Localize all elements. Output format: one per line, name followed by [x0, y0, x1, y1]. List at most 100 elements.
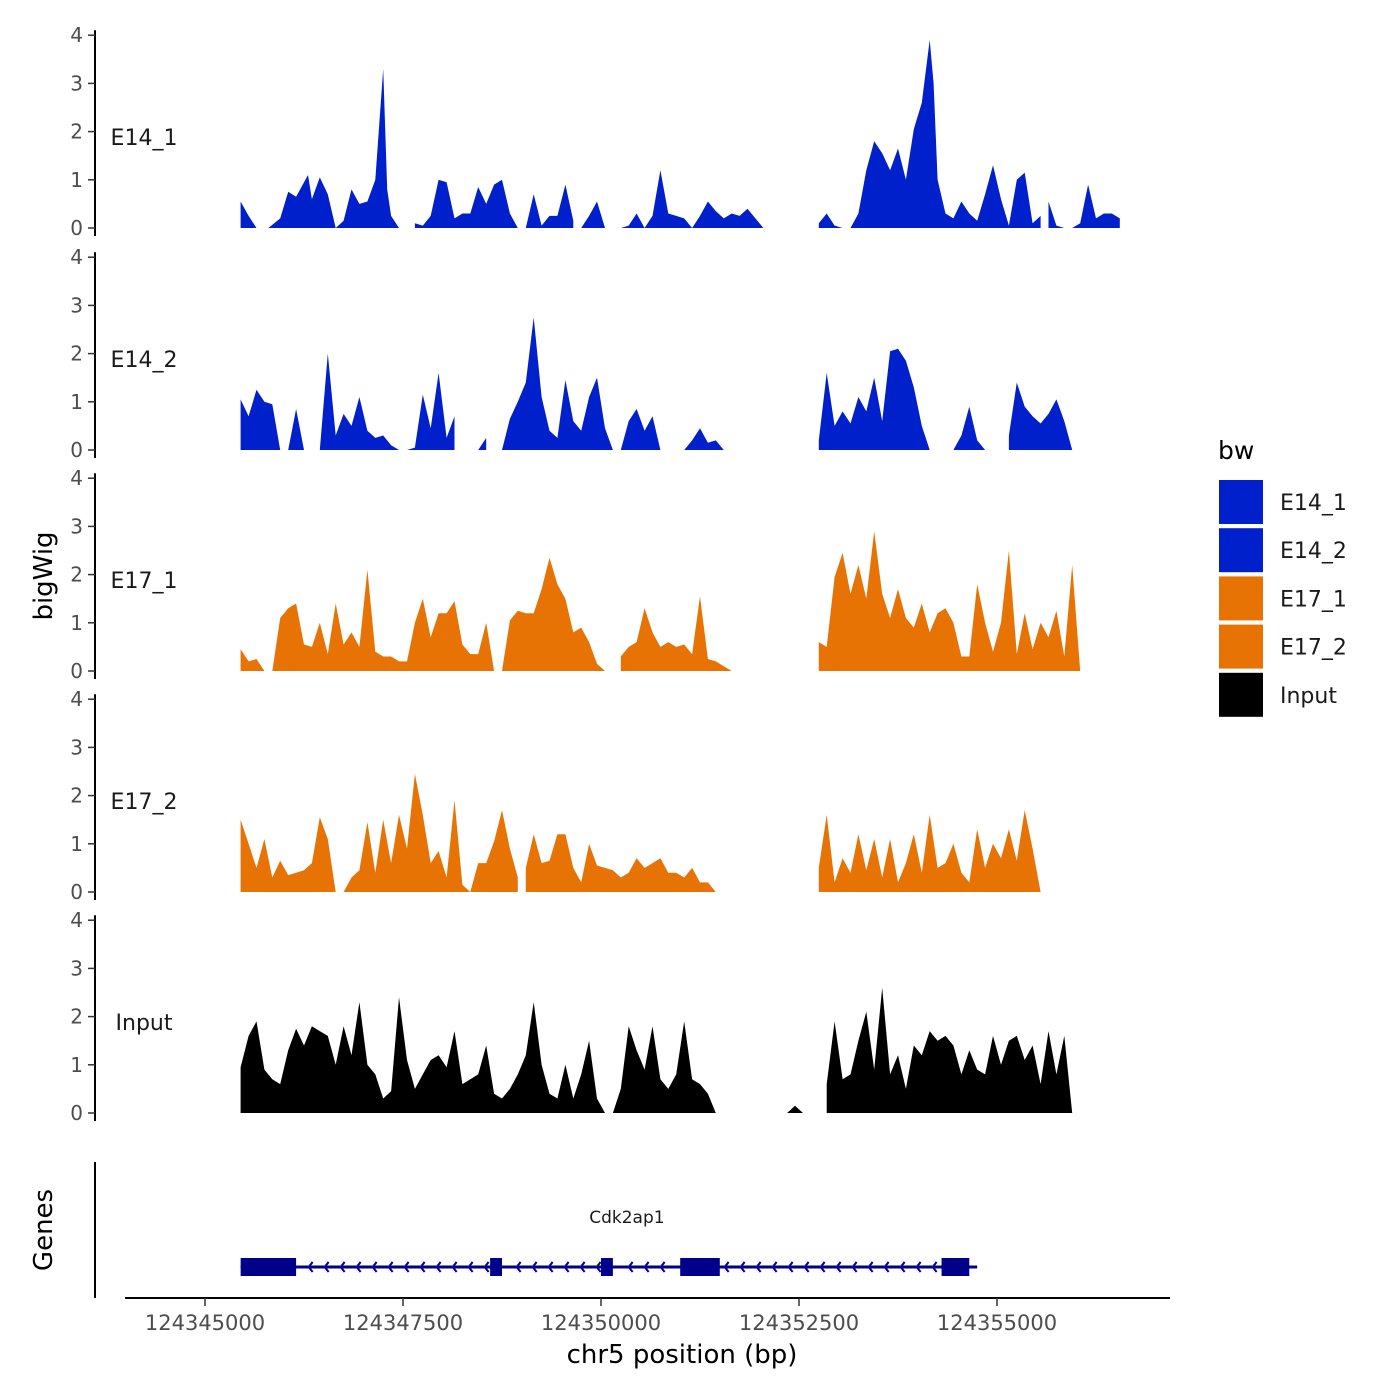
y-tick-label-E17_2-3: 3 [70, 735, 83, 759]
strand-chevron-0 [307, 1261, 314, 1273]
strand-chevron-23 [755, 1261, 762, 1273]
coverage-area-E14_1-5 [850, 40, 1041, 228]
y-tick-label-E14_2-0: 0 [70, 438, 83, 462]
coverage-area-E14_2-1 [288, 409, 304, 450]
coverage-area-E14_2-5 [620, 409, 677, 450]
y-tick-label-E14_2-3: 3 [70, 293, 83, 317]
y-tick-label-E14_1-1: 1 [70, 168, 83, 192]
strand-chevron-7 [419, 1261, 426, 1273]
tracks-layer: 0 1 2 3 4 E14_1 0 1 2 3 4 E14_2 0 1 2 3 4 E17_1 0 1 2 3 4 E17_2… [70, 23, 1120, 1125]
y-tick-label-E17_1-1: 1 [70, 611, 83, 635]
gene-exon-0 [240, 1258, 297, 1276]
y-tick-label-E17_2-1: 1 [70, 832, 83, 856]
strand-chevron-17 [595, 1261, 602, 1273]
x-axis-title: chr5 position (bp) [567, 1340, 798, 1370]
track-label-E17_1: E17_1 [111, 569, 178, 594]
strand-chevron-26 [803, 1261, 810, 1273]
coverage-area-E14_2-8 [1008, 382, 1120, 450]
legend-swatch-E17_2 [1219, 624, 1263, 669]
y-tick-label-E14_2-2: 2 [70, 342, 83, 366]
legend: bw E14_1 E14_2 E17_1 E17_2 Input [1218, 436, 1347, 717]
x-tick-label-3: 124352500 [739, 1311, 859, 1335]
strand-chevron-5 [387, 1261, 394, 1273]
track-label-E17_2: E17_2 [111, 790, 178, 815]
coverage-area-E17_2-4 [818, 810, 1089, 892]
coverage-area-E14_2-6 [684, 428, 811, 450]
strand-chevron-15 [563, 1261, 570, 1273]
y-tick-label-E17_1-2: 2 [70, 563, 83, 587]
coverage-area-Input-1 [612, 1021, 811, 1113]
strand-chevron-24 [771, 1261, 778, 1273]
strand-chevron-31 [883, 1261, 890, 1273]
coverage-area-E17_2-0 [240, 817, 336, 892]
strand-chevron-25 [787, 1261, 794, 1273]
strand-chevron-8 [435, 1261, 442, 1273]
coverage-area-E14_2-3 [462, 437, 487, 450]
coverage-area-E14_2-0 [240, 389, 281, 450]
track-panel-E14_2: 0 1 2 3 4 E14_2 [70, 245, 1120, 462]
x-tick-label-4: 124355000 [937, 1311, 1057, 1335]
track-panel-E17_2: 0 1 2 3 4 E17_2 [70, 687, 1089, 904]
legend-swatch-E14_1 [1219, 480, 1263, 524]
strand-chevron-10 [467, 1261, 474, 1273]
coverage-area-E17_1-2 [502, 557, 613, 671]
strand-chevron-33 [915, 1261, 922, 1273]
strand-chevron-12 [515, 1261, 522, 1273]
strand-chevron-22 [739, 1261, 746, 1273]
y-tick-label-E17_1-4: 4 [70, 466, 83, 490]
y-tick-label-E14_1-4: 4 [70, 23, 83, 47]
legend-swatch-E17_1 [1219, 576, 1263, 621]
y-tick-label-E14_2-1: 1 [70, 390, 83, 414]
coverage-area-E17_1-0 [240, 649, 265, 671]
strand-chevron-14 [547, 1261, 554, 1273]
x-axis: 124345000 124347500 124350000 124352500 1243… [125, 1297, 1170, 1335]
track-label-E14_1: E14_1 [111, 126, 178, 151]
track-label-E14_2: E14_2 [111, 348, 178, 373]
legend-title: bw [1218, 436, 1254, 465]
coverage-area-E14_1-2 [414, 179, 574, 228]
y-tick-label-Input-3: 3 [70, 956, 83, 980]
y-tick-label-E17_2-4: 4 [70, 687, 83, 711]
coverage-area-E17_1-1 [272, 569, 495, 671]
legend-label-E17_1: E17_1 [1280, 587, 1347, 612]
coverage-area-E14_1-4 [818, 213, 843, 228]
y-tick-label-E14_2-4: 4 [70, 245, 83, 269]
coverage-area-E17_1-3 [620, 596, 811, 671]
genes-axis-title: Genes [29, 1189, 59, 1271]
strand-chevron-30 [867, 1261, 874, 1273]
strand-chevron-20 [659, 1261, 666, 1273]
coverage-area-Input-0 [240, 997, 605, 1113]
y-tick-label-E14_1-3: 3 [70, 71, 83, 95]
strand-chevron-19 [643, 1261, 650, 1273]
legend-swatch-E14_2 [1219, 528, 1263, 573]
coverage-area-E17_2-2 [525, 834, 788, 892]
y-tick-label-E17_1-0: 0 [70, 659, 83, 683]
y-tick-label-Input-2: 2 [70, 1005, 83, 1029]
strand-chevron-28 [835, 1261, 842, 1273]
y-tick-label-E14_1-2: 2 [70, 120, 83, 144]
strand-chevron-6 [403, 1261, 410, 1273]
track-panel-E14_1: 0 1 2 3 4 E14_1 [70, 23, 1120, 240]
strand-chevron-29 [851, 1261, 858, 1273]
track-panel-Input: 0 1 2 3 4 Input [70, 908, 1120, 1125]
coverage-area-E14_2-4 [494, 317, 613, 450]
strand-chevron-32 [899, 1261, 906, 1273]
gene-exon-3 [680, 1258, 720, 1276]
strand-chevron-16 [579, 1261, 586, 1273]
y-tick-label-Input-0: 0 [70, 1101, 83, 1125]
gene-name-label: Cdk2ap1 [589, 1208, 664, 1228]
legend-swatch-Input [1219, 672, 1263, 717]
strand-chevron-4 [371, 1261, 378, 1273]
strand-chevron-9 [451, 1261, 458, 1273]
strand-chevron-2 [339, 1261, 346, 1273]
legend-label-E17_2: E17_2 [1280, 636, 1347, 661]
strand-chevron-11 [483, 1261, 490, 1273]
strand-chevron-34 [931, 1261, 938, 1273]
y-tick-label-Input-1: 1 [70, 1053, 83, 1077]
gene-exon-4 [941, 1258, 970, 1276]
strand-chevron-13 [531, 1261, 538, 1273]
legend-label-E14_2: E14_2 [1280, 539, 1347, 564]
x-tick-label-0: 124345000 [145, 1311, 265, 1335]
coverage-area-E14_2-2 [311, 353, 455, 450]
